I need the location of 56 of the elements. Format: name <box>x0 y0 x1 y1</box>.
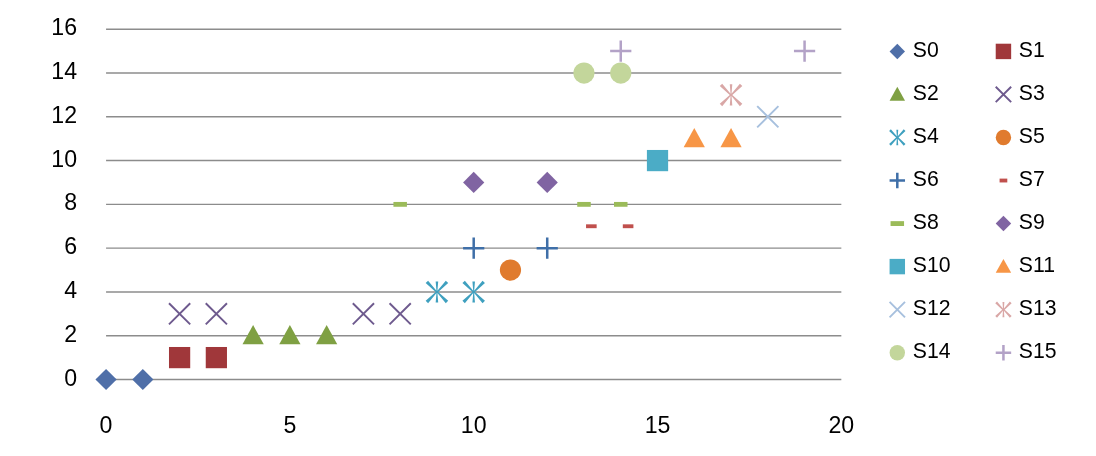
point <box>204 302 228 326</box>
y-tick-label: 6 <box>64 233 78 260</box>
y-tick-label: 10 <box>51 145 78 172</box>
y-tick-label: 12 <box>51 101 78 128</box>
legend-label: S12 <box>912 296 951 320</box>
legend-label: S6 <box>912 167 939 191</box>
point <box>610 40 632 62</box>
y-tick-label: 14 <box>51 58 78 85</box>
point <box>793 40 816 62</box>
legend-label: S15 <box>1018 339 1057 363</box>
point <box>95 368 117 391</box>
y-tick-label: 8 <box>64 189 78 216</box>
point <box>279 325 301 345</box>
legend-label: S7 <box>1018 167 1045 191</box>
point <box>168 302 192 326</box>
y-tick-label: 2 <box>64 320 78 347</box>
legend-label: S10 <box>912 253 951 277</box>
legend-label: S1 <box>1018 38 1045 62</box>
point <box>168 346 191 369</box>
legend-label: S8 <box>912 210 939 234</box>
point <box>536 171 558 194</box>
legend-label: S9 <box>1018 210 1045 234</box>
point <box>573 62 595 84</box>
point <box>205 346 227 369</box>
x-tick-label: 0 <box>99 411 113 438</box>
point <box>720 128 742 148</box>
x-tick-label: 15 <box>644 411 671 438</box>
point <box>425 280 449 304</box>
point <box>463 237 485 259</box>
legend-label: S11 <box>1018 253 1056 277</box>
point <box>499 259 522 281</box>
point <box>610 62 632 84</box>
legend-label: S4 <box>912 124 939 148</box>
legend-label: S14 <box>912 339 951 363</box>
point <box>132 368 154 391</box>
x-tick-label: 10 <box>460 411 487 438</box>
x-tick-label: 5 <box>283 411 297 438</box>
point <box>646 149 669 172</box>
point <box>242 325 264 345</box>
point <box>463 171 485 194</box>
legend-label: S2 <box>912 81 939 105</box>
point <box>756 105 780 129</box>
point <box>719 83 743 107</box>
legend-label: S13 <box>1018 296 1057 320</box>
point <box>683 128 705 148</box>
point <box>316 325 338 345</box>
legend-label: S3 <box>1018 81 1045 105</box>
x-tick-label: 20 <box>828 411 855 438</box>
point <box>462 280 485 304</box>
y-tick-label: 0 <box>64 364 78 391</box>
legend-label: S0 <box>912 38 939 62</box>
y-tick-label: 16 <box>51 14 78 41</box>
y-tick-label: 4 <box>64 277 78 304</box>
point <box>388 302 412 326</box>
legend-label: S5 <box>1018 124 1045 148</box>
point <box>351 302 375 326</box>
